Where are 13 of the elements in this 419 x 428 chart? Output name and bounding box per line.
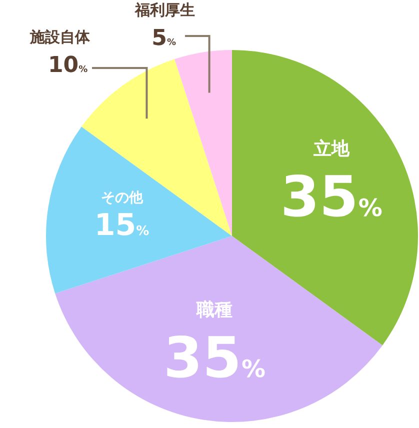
slice-label: 立地: [312, 138, 350, 160]
data-label: 5%: [152, 26, 176, 51]
pie-slice: [174, 50, 232, 236]
slice-label: その他: [100, 190, 144, 206]
data-label: 15%: [94, 208, 150, 244]
data-label: 10%: [48, 53, 88, 78]
pie-slice: [46, 126, 232, 294]
slice-label: 職種: [196, 299, 233, 320]
data-label: 35%: [164, 326, 266, 392]
slice-label: 福利厚生: [134, 1, 195, 19]
pie-slice: [55, 236, 382, 422]
slice-label: 施設自体: [29, 28, 91, 46]
data-label: 35%: [280, 165, 382, 230]
